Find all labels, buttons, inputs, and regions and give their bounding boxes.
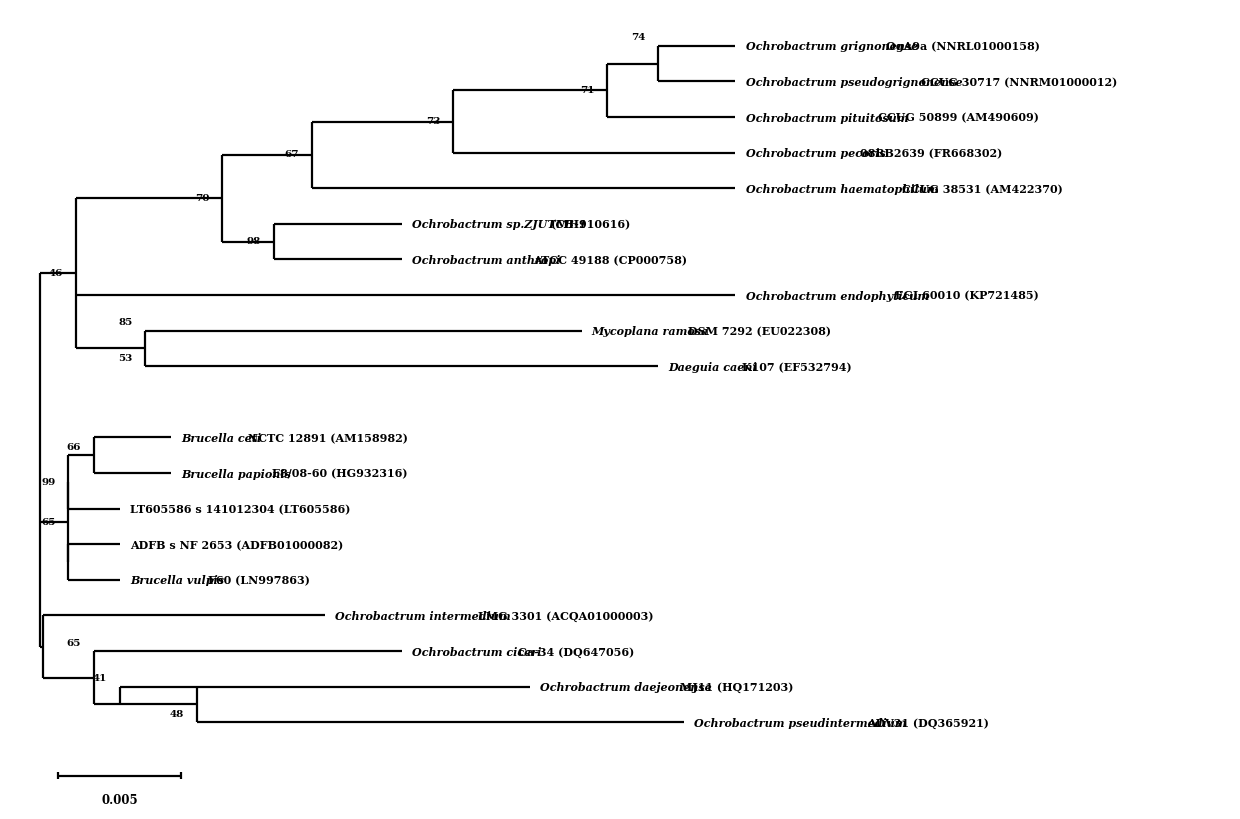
Text: 67: 67	[285, 150, 299, 159]
Text: Ochrobactrum daejeonense: Ochrobactrum daejeonense	[541, 681, 715, 692]
Text: 65: 65	[67, 638, 81, 647]
Text: Ochrobactrum anthropi: Ochrobactrum anthropi	[412, 255, 564, 265]
Text: F60 (LN997863): F60 (LN997863)	[208, 575, 310, 586]
Text: DSM 7292 (EU022308): DSM 7292 (EU022308)	[688, 326, 831, 337]
Text: ADFB s NF 2653 (ADFB01000082): ADFB s NF 2653 (ADFB01000082)	[130, 539, 343, 550]
Text: Ochrobactrum intermedium: Ochrobactrum intermedium	[335, 610, 515, 622]
Text: Ochrobactrum pseudogrignonense: Ochrobactrum pseudogrignonense	[745, 77, 966, 88]
Text: Brucella vulpis: Brucella vulpis	[130, 575, 228, 586]
Text: ADV31 (DQ365921): ADV31 (DQ365921)	[867, 717, 988, 728]
Text: CCUG 50899 (AM490609): CCUG 50899 (AM490609)	[878, 112, 1039, 124]
Text: 0.005: 0.005	[102, 794, 138, 807]
Text: Ochrobactrum haematophilum: Ochrobactrum haematophilum	[745, 183, 942, 195]
Text: K107 (EF532794): K107 (EF532794)	[743, 361, 852, 373]
Text: 98: 98	[247, 236, 260, 245]
Text: Ochrobactrum sp.ZJUTCB-1: Ochrobactrum sp.ZJUTCB-1	[412, 219, 587, 230]
Text: OgA9a (NNRL01000158): OgA9a (NNRL01000158)	[885, 41, 1040, 52]
Text: 73: 73	[427, 117, 440, 126]
Text: 70: 70	[195, 193, 210, 202]
Text: CCUG 38531 (AM422370): CCUG 38531 (AM422370)	[903, 183, 1063, 195]
Text: Brucella papionis: Brucella papionis	[181, 468, 295, 479]
Text: 08RB2639 (FR668302): 08RB2639 (FR668302)	[861, 148, 1002, 159]
Text: 99: 99	[41, 477, 56, 486]
Text: 66: 66	[67, 442, 81, 451]
Text: 48: 48	[170, 709, 184, 718]
Text: Daeguia caeni: Daeguia caeni	[668, 361, 761, 373]
Text: Ochrobactrum ciceri: Ochrobactrum ciceri	[412, 646, 546, 657]
Text: EGI 60010 (KP721485): EGI 60010 (KP721485)	[894, 290, 1038, 301]
Text: 74: 74	[631, 33, 646, 42]
Text: 46: 46	[48, 269, 63, 278]
Text: CCUG 30717 (NNRM01000012): CCUG 30717 (NNRM01000012)	[921, 77, 1117, 88]
Text: 71: 71	[580, 86, 594, 95]
Text: Ca-34 (DQ647056): Ca-34 (DQ647056)	[518, 646, 635, 657]
Text: NCTC 12891 (AM158982): NCTC 12891 (AM158982)	[248, 432, 408, 443]
Text: Ochrobactrum pecoris: Ochrobactrum pecoris	[745, 148, 889, 159]
Text: Ochrobactrum pseudintermedium: Ochrobactrum pseudintermedium	[694, 717, 911, 728]
Text: LMG 3301 (ACQA01000003): LMG 3301 (ACQA01000003)	[479, 610, 653, 622]
Text: (MH910616): (MH910616)	[551, 219, 630, 230]
Text: Ochrobactrum pituitosum: Ochrobactrum pituitosum	[745, 112, 913, 124]
Text: F8/08-60 (HG932316): F8/08-60 (HG932316)	[272, 468, 407, 479]
Text: 41: 41	[93, 673, 107, 682]
Text: Mycoplana ramosa: Mycoplana ramosa	[591, 326, 713, 337]
Text: Ochrobactrum grignonense: Ochrobactrum grignonense	[745, 41, 921, 52]
Text: 85: 85	[118, 318, 133, 327]
Text: Ochrobactrum endophyticum: Ochrobactrum endophyticum	[745, 290, 932, 301]
Text: 65: 65	[41, 517, 56, 526]
Text: Brucella ceti: Brucella ceti	[181, 432, 265, 443]
Text: MJ11 (HQ171203): MJ11 (HQ171203)	[681, 681, 794, 692]
Text: 53: 53	[118, 354, 133, 363]
Text: ATCC 49188 (CP000758): ATCC 49188 (CP000758)	[533, 255, 687, 265]
Text: LT605586 s 141012304 (LT605586): LT605586 s 141012304 (LT605586)	[130, 504, 350, 514]
